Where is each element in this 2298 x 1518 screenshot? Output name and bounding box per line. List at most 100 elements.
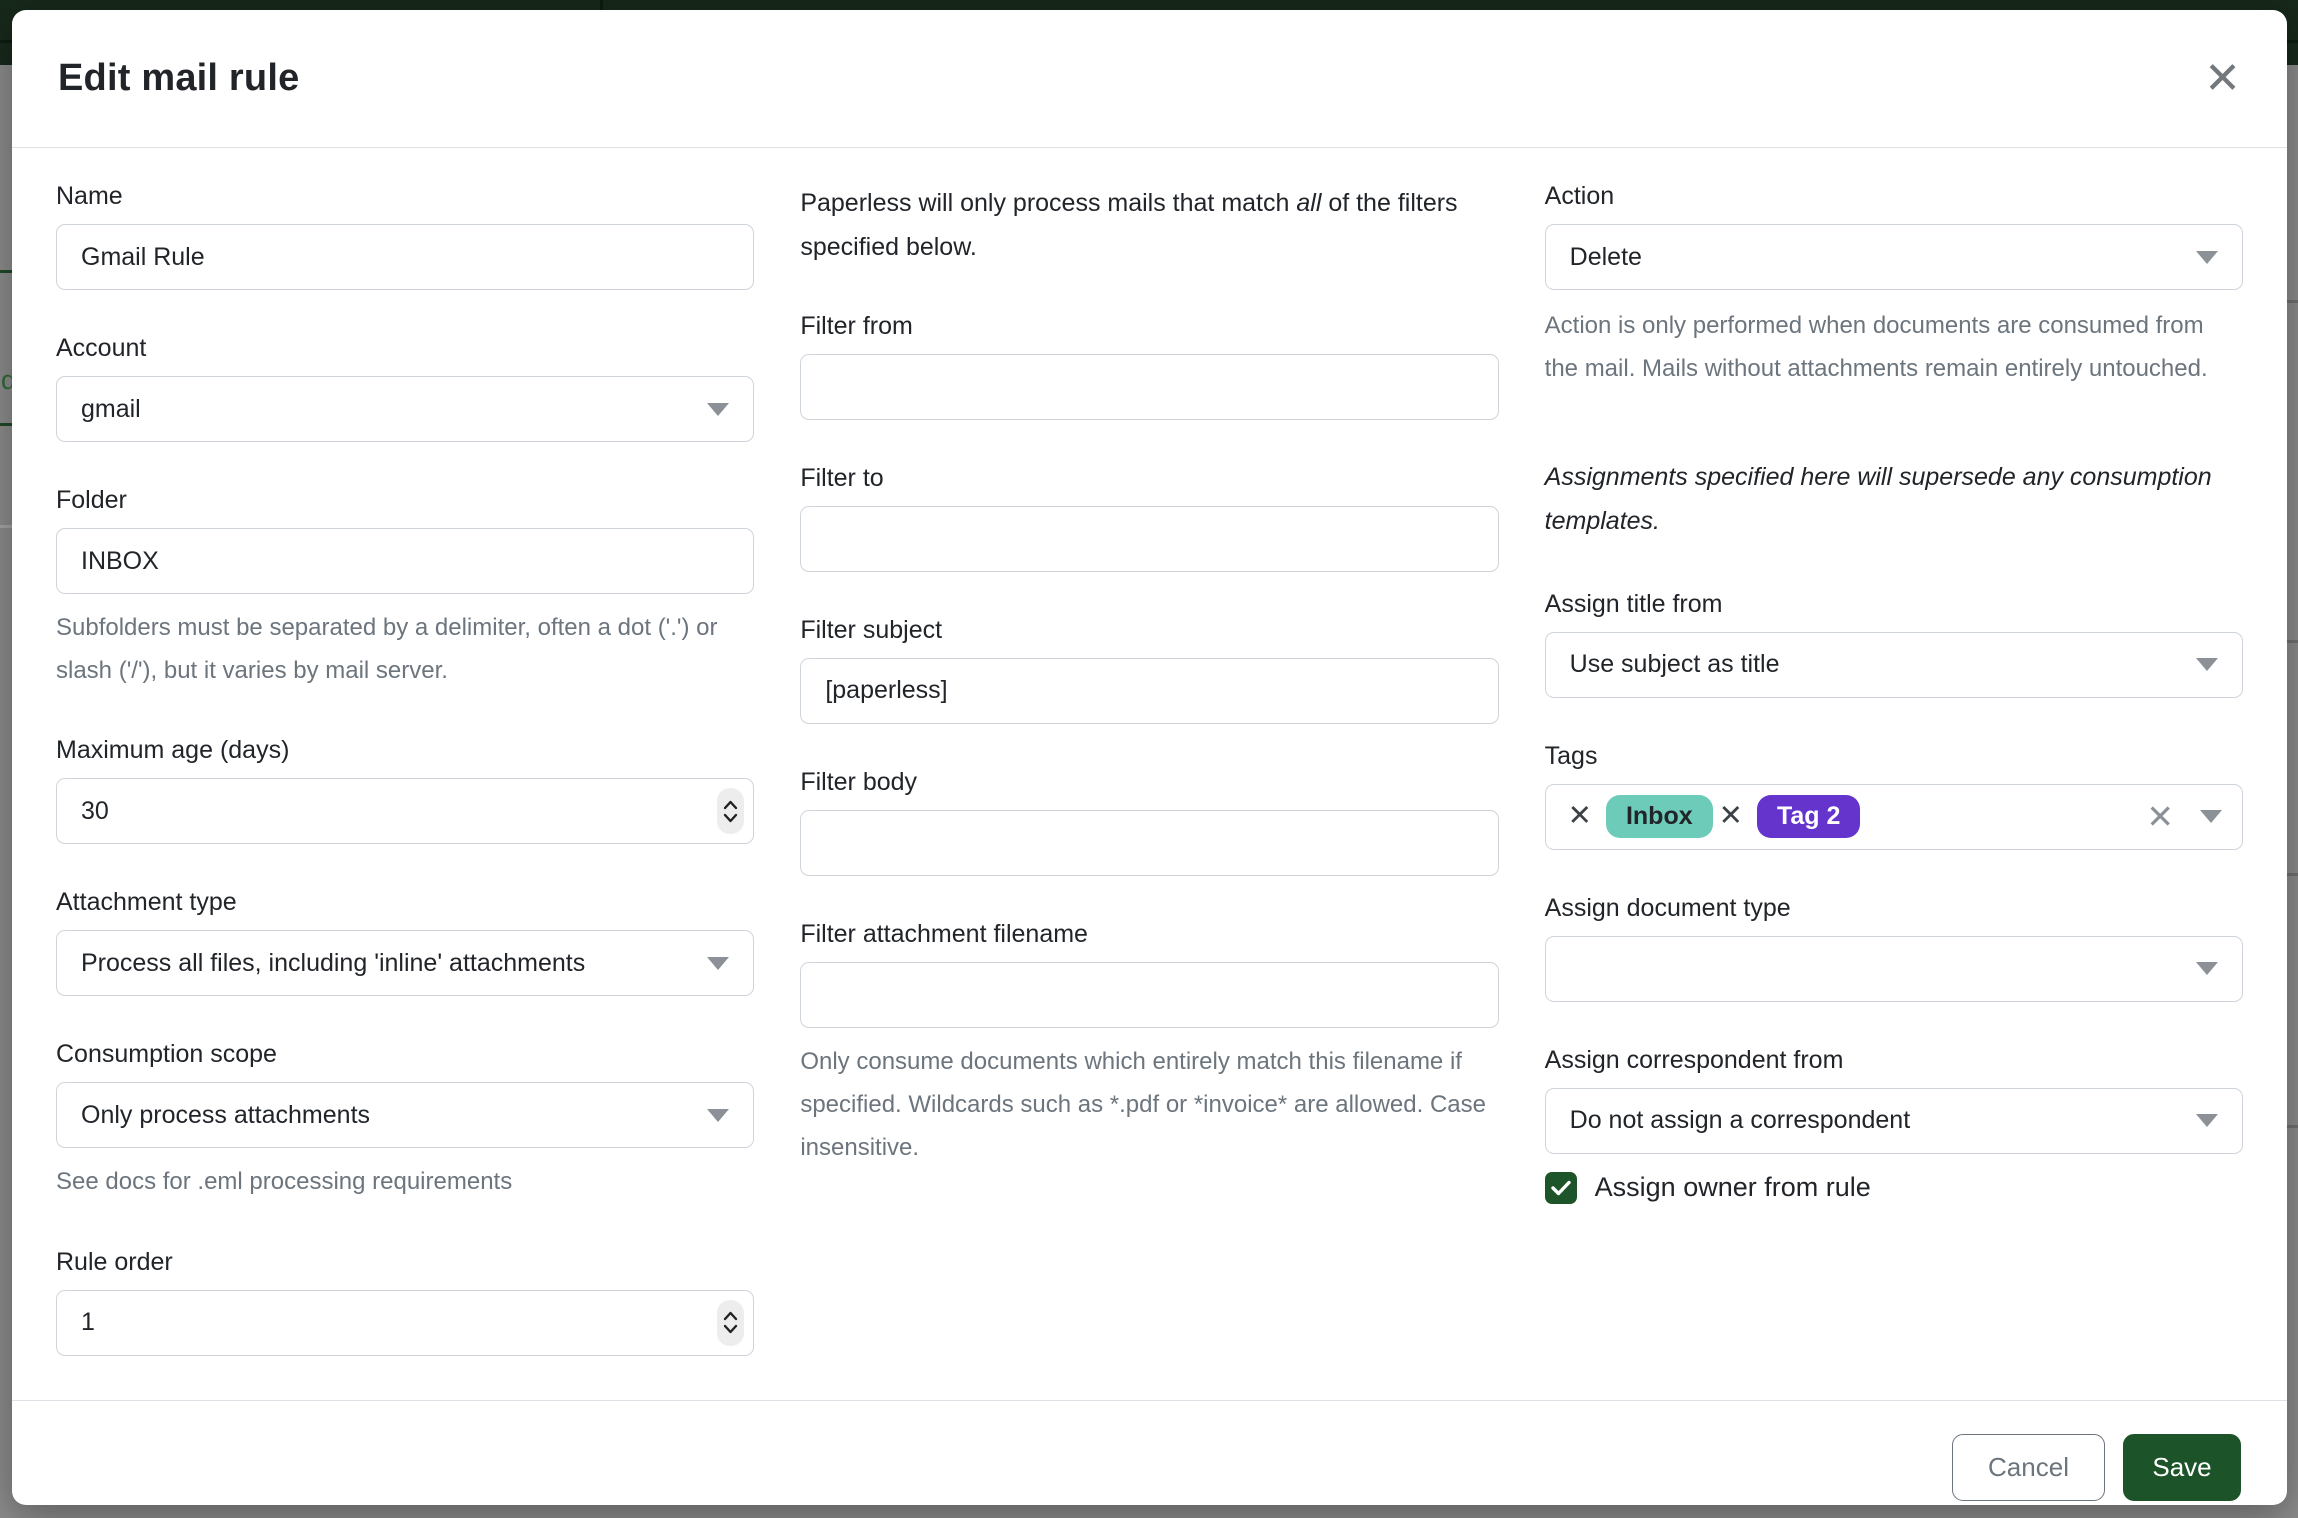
assign-correspondent-select[interactable]: Do not assign a correspondent — [1544, 1087, 2243, 1154]
account-label: Account — [56, 334, 147, 362]
caret-down-icon — [707, 402, 730, 416]
action-select[interactable]: Delete — [1544, 224, 2243, 290]
backdrop-row-divider — [0, 525, 12, 528]
attachment-type-select[interactable]: Process all files, including 'inline' at… — [56, 930, 755, 997]
rule-order-group: Rule order — [56, 1247, 755, 1356]
filter-body-input[interactable] — [800, 809, 1499, 876]
filters-intro-italic: all — [1296, 189, 1322, 217]
caret-down-icon — [2195, 658, 2218, 672]
dialog-header: Edit mail rule ✕ — [12, 10, 2287, 148]
caret-down-icon — [2195, 1114, 2218, 1128]
folder-label: Folder — [56, 486, 127, 514]
caret-down-icon — [2199, 810, 2222, 824]
consumption-scope-group: Consumption scope Only process attachmen… — [56, 1040, 755, 1203]
action-value: Delete — [1569, 242, 1642, 271]
filter-body-group: Filter body — [800, 767, 1499, 876]
filter-subject-group: Filter subject — [800, 615, 1499, 724]
tags-select[interactable]: ✕ Inbox ✕ Tag 2 ✕ — [1544, 783, 2243, 850]
max-age-group: Maximum age (days) — [56, 736, 755, 845]
save-button[interactable]: Save — [2123, 1434, 2241, 1502]
attachment-type-group: Attachment type Process all files, inclu… — [56, 888, 755, 997]
assign-owner-checkbox[interactable] — [1544, 1171, 1577, 1204]
column-general: Name Account gmail Folder Subfolders mus… — [56, 182, 755, 1400]
column-actions: Action Delete Action is only performed w… — [1544, 182, 2243, 1400]
name-label: Name — [56, 182, 123, 210]
filters-intro: Paperless will only process mails that m… — [800, 182, 1498, 270]
filters-intro-text: Paperless will only process mails that m… — [800, 189, 1297, 217]
assign-document-type-label: Assign document type — [1544, 893, 1791, 922]
assign-document-type-select[interactable] — [1544, 935, 2243, 1002]
name-input[interactable] — [56, 224, 755, 290]
assign-title-value: Use subject as title — [1569, 650, 1780, 679]
filter-attachment-filename-label: Filter attachment filename — [800, 919, 1088, 948]
account-value: gmail — [81, 394, 141, 423]
caret-down-icon — [2195, 962, 2218, 976]
attachment-type-label: Attachment type — [56, 888, 237, 917]
backdrop-left-strip: d — [0, 65, 16, 1518]
column-filters: Paperless will only process mails that m… — [800, 182, 1499, 1400]
consumption-scope-select[interactable]: Only process attachments — [56, 1082, 755, 1149]
remove-tag-icon[interactable]: ✕ — [1567, 800, 1592, 833]
stepper-up-icon — [724, 1311, 738, 1321]
filter-from-input[interactable] — [800, 353, 1499, 420]
assign-title-select[interactable]: Use subject as title — [1544, 631, 2243, 698]
backdrop-row-divider — [2287, 1125, 2298, 1128]
stepper-down-icon — [724, 813, 738, 823]
assign-document-type-group: Assign document type — [1544, 893, 2243, 1002]
account-group: Account gmail — [56, 334, 755, 442]
max-age-stepper[interactable] — [717, 788, 745, 835]
assign-owner-label: Assign owner from rule — [1594, 1172, 1871, 1203]
assign-owner-row: Assign owner from rule — [1544, 1171, 2243, 1204]
attachment-type-value: Process all files, including 'inline' at… — [81, 948, 586, 977]
max-age-input[interactable] — [56, 778, 755, 845]
filter-subject-input[interactable] — [800, 657, 1499, 724]
stepper-up-icon — [724, 800, 738, 810]
filter-to-input[interactable] — [800, 505, 1499, 572]
dialog-title: Edit mail rule — [58, 57, 300, 99]
assign-correspondent-value: Do not assign a correspondent — [1569, 1106, 1911, 1135]
filter-subject-label: Filter subject — [800, 615, 943, 644]
folder-input[interactable] — [56, 528, 755, 594]
dialog-footer: Cancel Save — [12, 1399, 2287, 1518]
max-age-label: Maximum age (days) — [56, 736, 290, 765]
assignments-note: Assignments specified here will supersed… — [1544, 463, 2212, 536]
consumption-scope-value: Only process attachments — [81, 1100, 371, 1129]
consumption-scope-label: Consumption scope — [56, 1040, 277, 1069]
tag-chip[interactable]: Inbox — [1605, 795, 1713, 839]
folder-help: Subfolders must be separated by a delimi… — [56, 614, 718, 685]
filter-attachment-filename-group: Filter attachment filename Only consume … — [800, 919, 1499, 1170]
assign-correspondent-label: Assign correspondent from — [1544, 1045, 1844, 1074]
stepper-down-icon — [724, 1324, 738, 1334]
rule-order-input[interactable] — [56, 1289, 755, 1356]
account-select[interactable]: gmail — [56, 376, 755, 442]
filter-attachment-filename-help: Only consume documents which entirely ma… — [800, 1047, 1486, 1161]
assign-correspondent-group: Assign correspondent from Do not assign … — [1544, 1045, 2243, 1154]
cancel-button[interactable]: Cancel — [1952, 1434, 2105, 1502]
dialog-body: Name Account gmail Folder Subfolders mus… — [12, 148, 2287, 1400]
filter-from-group: Filter from — [800, 311, 1499, 420]
tag-chip[interactable]: Tag 2 — [1756, 795, 1861, 839]
header-band-column-divider — [600, 0, 603, 12]
filter-from-label: Filter from — [800, 311, 913, 340]
action-label: Action — [1544, 182, 1615, 210]
backdrop-row-divider — [2287, 640, 2298, 643]
filter-attachment-filename-input[interactable] — [800, 961, 1499, 1028]
folder-group: Folder Subfolders must be separated by a… — [56, 486, 755, 692]
rule-order-label: Rule order — [56, 1247, 173, 1276]
clear-tags-icon[interactable]: ✕ — [2146, 798, 2174, 836]
backdrop-row-divider — [2287, 300, 2298, 303]
remove-tag-icon[interactable]: ✕ — [1718, 800, 1743, 833]
caret-down-icon — [2195, 250, 2218, 264]
edit-mail-rule-dialog: Edit mail rule ✕ Name Account gmail Fold… — [12, 10, 2287, 1505]
action-group: Action Delete Action is only performed w… — [1544, 182, 2243, 390]
filters-intro-text: of the filters specified below. — [800, 189, 1458, 261]
backdrop-right-strip — [2287, 65, 2298, 1518]
consumption-scope-help: See docs for .eml processing requirement… — [56, 1168, 513, 1196]
check-icon — [1550, 1180, 1571, 1196]
backdrop-row-divider — [0, 270, 12, 273]
filter-body-label: Filter body — [800, 767, 918, 796]
name-group: Name — [56, 182, 755, 290]
backdrop-row-divider — [0, 423, 12, 426]
close-icon[interactable]: ✕ — [2204, 53, 2241, 103]
rule-order-stepper[interactable] — [717, 1299, 745, 1346]
